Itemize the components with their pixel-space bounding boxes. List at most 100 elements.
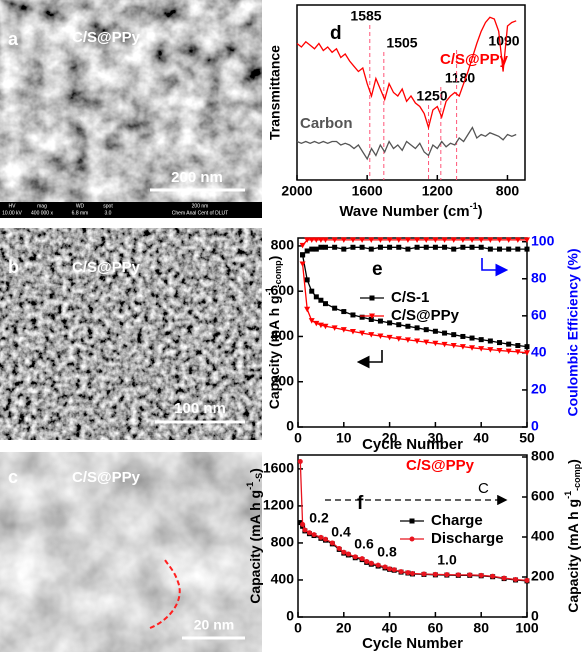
marker (506, 247, 511, 252)
x-axis-label: Wave Number (cm-1) (339, 201, 482, 220)
x-tick-label: 40 (382, 620, 398, 636)
y2-tick-label: 600 (531, 488, 555, 504)
info-value: 6.8 mm (72, 210, 89, 216)
marker (410, 519, 415, 524)
marker (525, 247, 530, 252)
marker (370, 296, 375, 301)
y-axis-label-part: -1 (264, 287, 274, 295)
rate-label: 0.4 (331, 524, 351, 540)
marker (405, 570, 410, 575)
panel-label: e (372, 259, 383, 280)
y-axis-label-part: Capacity (mA h g (266, 295, 282, 409)
marker (392, 567, 397, 572)
panel-label: d (330, 23, 342, 44)
marker (304, 307, 310, 313)
marker (451, 247, 456, 252)
marker (497, 247, 502, 252)
info-header: WD (76, 203, 85, 209)
x-tick-label: 1200 (422, 183, 453, 199)
info-header: HV (9, 203, 17, 209)
x-tick-label: 40 (473, 430, 489, 446)
marker (410, 537, 415, 542)
y-tick-label: 400 (271, 571, 295, 587)
y-tick-label: 800 (271, 534, 295, 550)
marker (460, 334, 465, 339)
legend-label: C/S-1 (391, 289, 429, 306)
marker (309, 289, 314, 294)
series-name: Carbon (300, 115, 353, 132)
marker (442, 331, 447, 336)
peak-label: 1180 (445, 70, 476, 86)
y-tick-label: 0 (286, 418, 294, 434)
marker (305, 277, 310, 282)
marker (387, 245, 392, 250)
marker (405, 247, 410, 252)
marker (332, 245, 337, 250)
x-axis-label: Cycle Number (362, 436, 463, 453)
rate-label: 1.0 (437, 552, 457, 568)
marker (488, 338, 493, 343)
annotation: C/S@PPy (406, 457, 475, 474)
legend-label: Discharge (431, 530, 504, 547)
marker (369, 561, 374, 566)
y-axis-label-part: Capacity (mA h g (247, 490, 263, 604)
marker (369, 317, 374, 322)
marker (424, 245, 429, 250)
x-tick-label: 0 (294, 430, 302, 446)
scale-label: 100 nm (174, 400, 226, 417)
marker (421, 571, 426, 576)
annotation: C (478, 480, 489, 497)
marker (488, 247, 493, 252)
peak-label: 1505 (386, 35, 417, 51)
marker (383, 565, 388, 570)
marker (387, 566, 392, 571)
marker (302, 527, 307, 532)
marker (405, 324, 410, 329)
marker (341, 247, 346, 252)
series-line (303, 240, 527, 246)
marker (346, 552, 351, 557)
marker (314, 247, 319, 252)
x-axis-label-part: Wave Number (cm (339, 203, 469, 220)
marker (525, 578, 530, 583)
marker (444, 572, 449, 577)
y-tick-label: 800 (271, 237, 295, 253)
marker (396, 245, 401, 250)
marker (515, 343, 520, 348)
y2-tick-label: 40 (531, 344, 547, 360)
marker (399, 569, 404, 574)
y-axis-label: Transmittance (267, 45, 283, 140)
peak-label: 1585 (350, 8, 381, 24)
marker (378, 319, 383, 324)
marker (369, 247, 374, 252)
info-value: 400 000 x (31, 210, 53, 216)
y-axis-label-part: ) (266, 256, 282, 261)
marker (433, 245, 438, 250)
info-header: mag (37, 203, 47, 209)
x-tick-label: 0 (294, 620, 302, 636)
marker (502, 576, 507, 581)
marker (467, 572, 472, 577)
series-line (297, 128, 516, 160)
figure: a C/S@PPy 200 nm b C/S@PPy 100 nm c C/S@… (0, 0, 585, 652)
x-axis-label-part: -1 (470, 201, 478, 211)
y2-axis-label-part: -comp (572, 463, 582, 491)
y-axis-label-part: -S (254, 473, 264, 482)
marker (378, 245, 383, 250)
y2-tick-label: 0 (531, 608, 539, 624)
panel-title: C/S@PPy (72, 469, 141, 486)
plot-frame (298, 238, 527, 427)
y2-tick-label: 0 (531, 418, 539, 434)
info-value: 10.00 kV (2, 210, 22, 216)
marker (298, 459, 303, 464)
y2-axis-label: Coulombic Efficiency (%) (565, 248, 581, 416)
marker (314, 294, 319, 299)
marker (323, 245, 328, 250)
marker (318, 245, 323, 250)
x-tick-label: 60 (428, 620, 444, 636)
marker (360, 556, 365, 561)
marker (451, 332, 456, 337)
marker (353, 554, 358, 559)
y2-axis-label-part: ) (565, 459, 581, 464)
x-tick-label: 800 (496, 183, 520, 199)
